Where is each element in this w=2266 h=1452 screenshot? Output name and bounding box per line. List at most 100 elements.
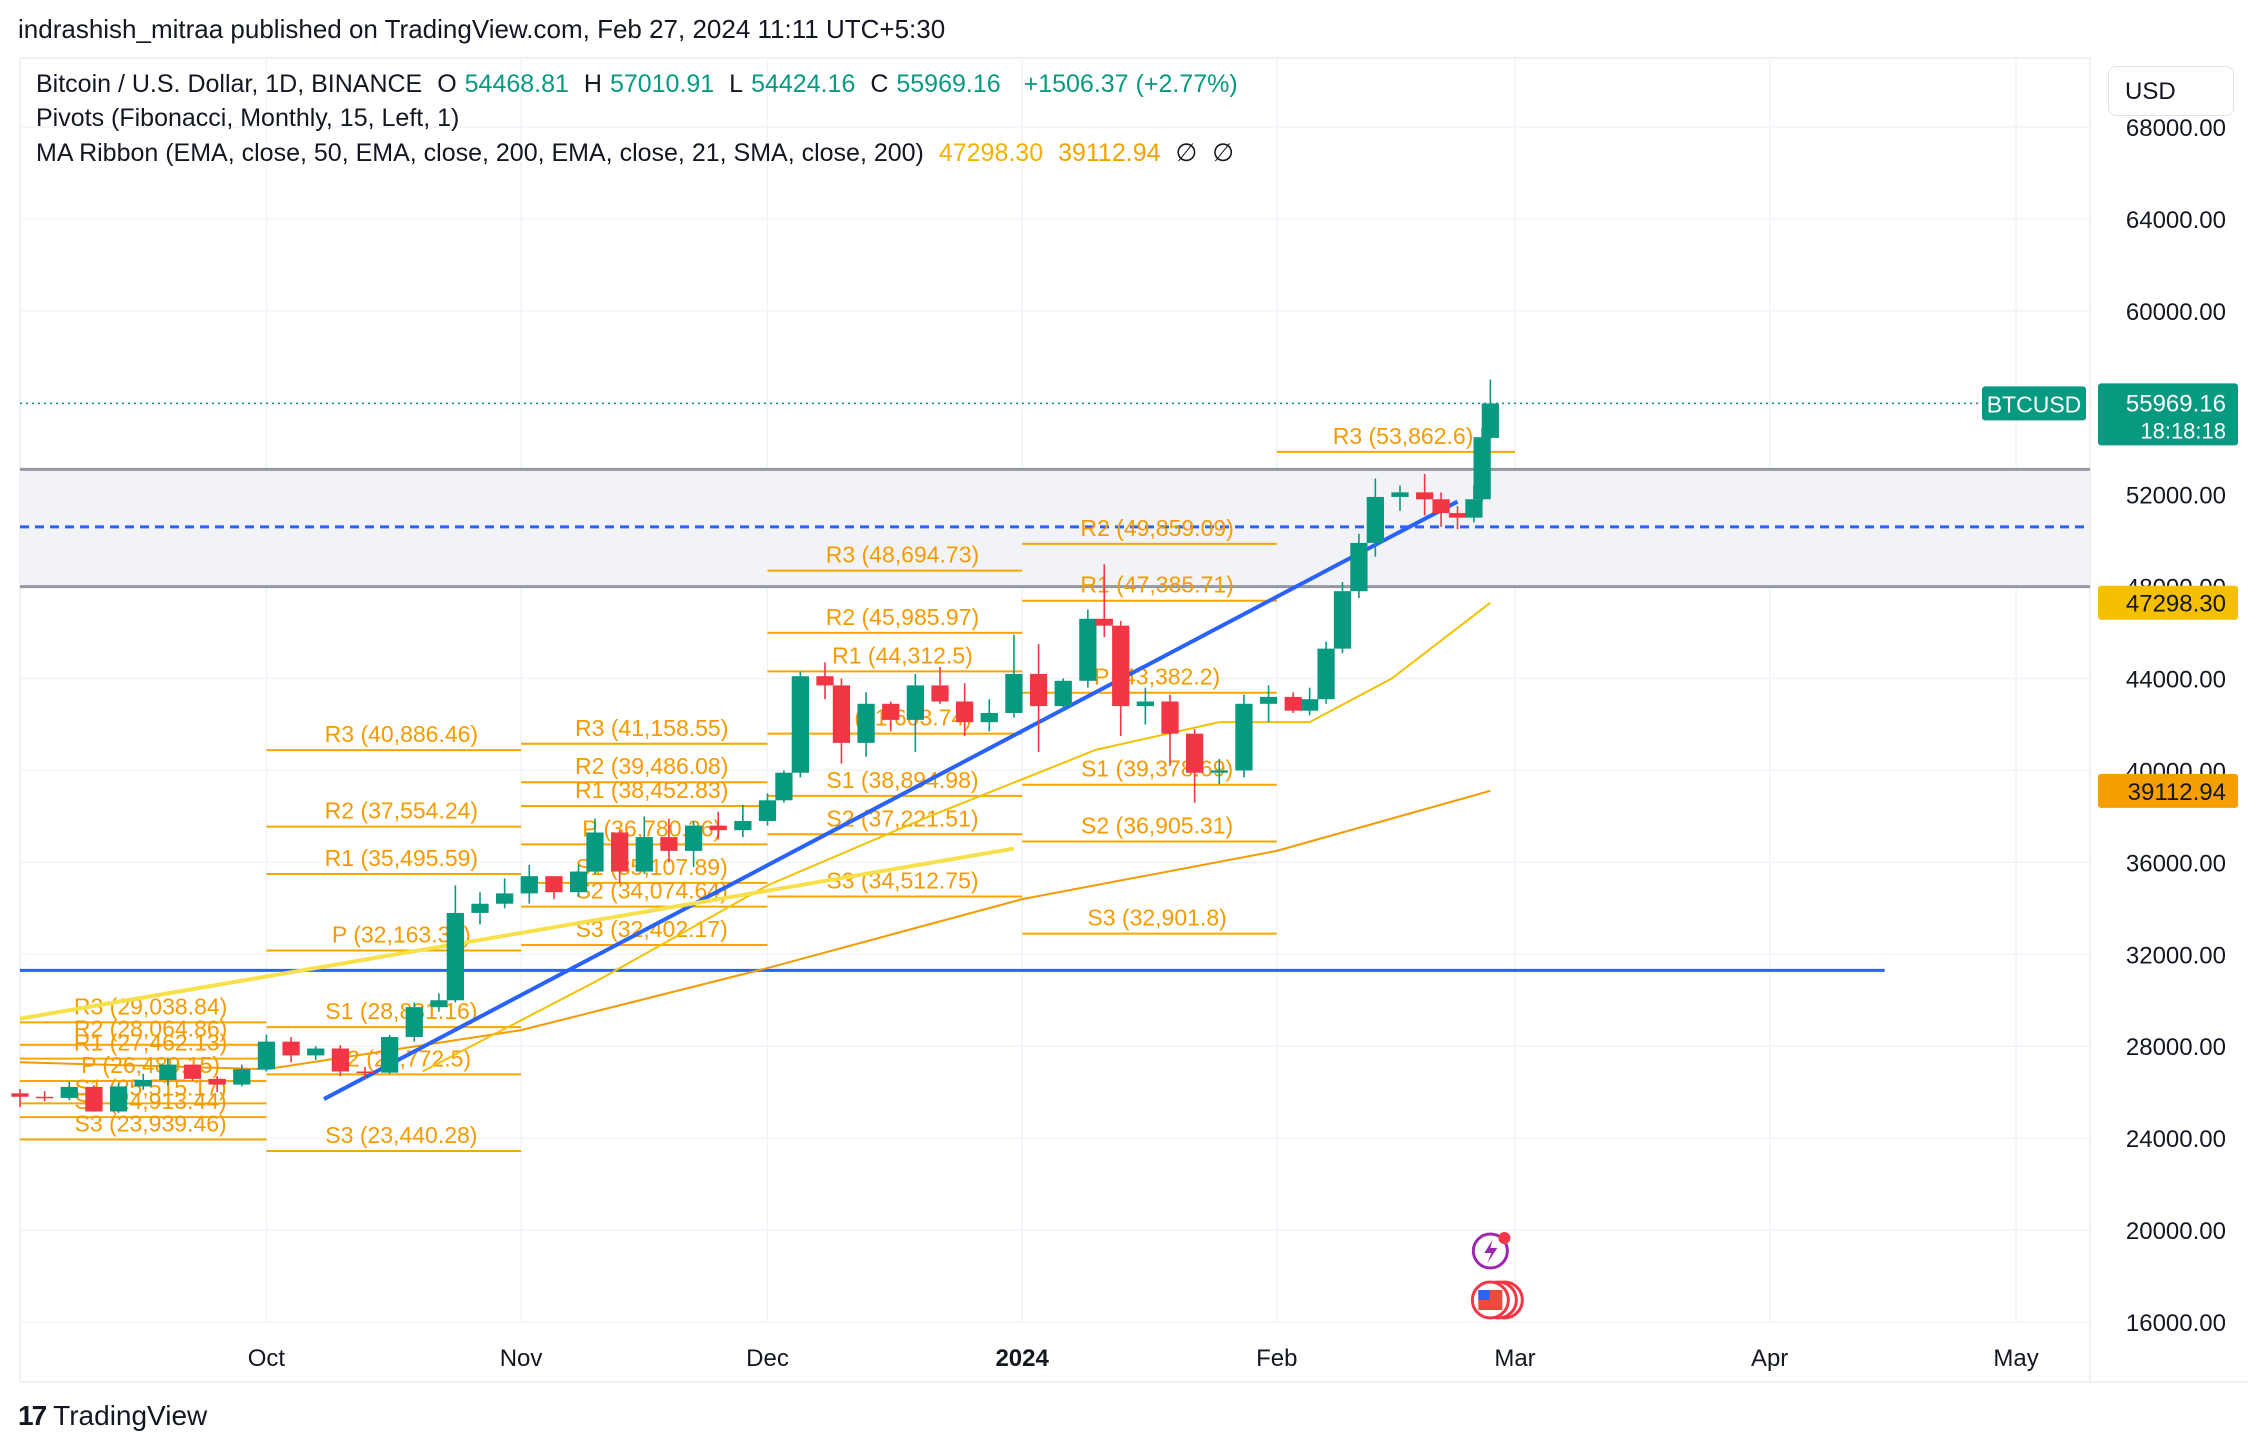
candle [1079,609,1097,688]
y-tick-label: 20000.00 [2126,1218,2226,1245]
x-tick-label: Oct [248,1345,286,1372]
legend-high: 57010.91 [609,70,715,98]
y-tick-label: 32000.00 [2126,942,2226,969]
candle [446,885,464,1003]
legend-close: 55969.16 [896,70,1001,98]
symbol-tag [1982,386,2086,421]
pivot-level-label: R2 (39,486.08) [575,753,728,779]
x-tick-label: Apr [1751,1345,1788,1372]
pivot-level-label: P (41,603.74) [833,705,972,731]
candle [832,678,851,764]
ma-badge-value: 39112.94 [2128,779,2226,806]
pivot-level-label: S1 (38,894.98) [826,767,978,793]
candle [1333,581,1352,654]
pivot-level-label: S3 (23,440.28) [325,1122,477,1148]
candle [1481,379,1499,439]
candle [1095,564,1113,638]
ma-badge [2098,585,2238,620]
candle-body [356,1071,374,1073]
candle-body [1465,499,1483,518]
candle [775,770,793,803]
candle [1005,634,1023,718]
candle-body [496,893,514,904]
pivot-level-label: R3 (48,694.73) [826,542,979,568]
candle [1301,687,1319,716]
candle-body [520,876,538,894]
candle-body [257,1041,276,1070]
candle-body [159,1064,177,1081]
candle [109,1082,128,1113]
candle-body [134,1080,152,1087]
legend-symbol[interactable]: Bitcoin / U.S. Dollar, 1D, BINANCE [36,70,423,98]
candle-body [832,685,851,743]
pivot-level-label: S1 (39,378.69) [1081,756,1233,782]
tradingview-logo[interactable]: 17 TradingView [18,1400,208,1431]
candle-body [233,1069,251,1085]
legend-pivots[interactable]: Pivots (Fibonacci, Monthly, 15, Left, 1) [36,104,460,132]
candle-body [331,1048,349,1072]
last-price-value: 55969.16 [2126,390,2226,417]
candle [1054,678,1072,711]
candle [882,701,900,732]
candle [233,1064,251,1087]
x-tick-label: May [1993,1345,2038,1372]
candle [307,1046,325,1061]
candle [60,1081,78,1101]
y-tick-label: 28000.00 [2126,1034,2226,1061]
candle [660,818,678,863]
candle-body [569,871,588,893]
legend-open: 54468.81 [464,70,569,98]
legend-ma-slow-value: 39112.94 [1058,139,1161,167]
pivot-level-label: R1 (44,312.5) [832,642,973,668]
candle-body [709,825,727,831]
candle [791,671,809,778]
pivot-level-label: R2 (37,554.24) [325,798,478,824]
candle-body [1112,625,1130,707]
candle-body [446,912,464,1001]
candle [1112,621,1130,736]
candle [1473,428,1491,502]
x-tick-label: Feb [1256,1345,1297,1372]
ma-badge [2098,773,2238,808]
candle-body [857,703,875,743]
y-tick-label: 64000.00 [2126,207,2226,234]
candle-body [208,1078,226,1085]
candle-body [1079,618,1097,681]
candle-body [956,701,974,723]
candle-body [1054,680,1072,707]
candle-body [906,685,924,720]
candle-body [1136,701,1154,707]
candle [134,1073,152,1090]
candle-body [611,832,629,872]
candle-body [1095,618,1113,626]
currency-button[interactable]: USD [2108,66,2234,116]
y-tick-label: 52000.00 [2126,483,2226,510]
legend-ma-ribbon[interactable]: MA Ribbon (EMA, close, 50, EMA, close, 2… [36,139,1234,167]
candle [36,1091,54,1102]
candle [85,1085,103,1112]
ma-badge-value: 47298.30 [2126,591,2226,618]
candle [1350,533,1368,599]
symbol-tag-label: BTCUSD [1987,391,2082,417]
trendline [322,499,1459,1101]
candle-body [1317,648,1335,700]
candle-body [36,1096,54,1099]
candle [906,673,924,753]
candle-body [1481,403,1499,438]
legend-na-2: ∅ [1212,139,1234,167]
candle [545,876,563,900]
pivot-level-label: R3 (41,158.55) [575,715,728,741]
legend-ma-fast-value: 47298.30 [938,139,1044,167]
candle [430,993,448,1012]
pivot-level-label: R1 (38,452.83) [575,777,728,803]
pivot-level-label: R1 (35,495.59) [325,845,478,871]
y-tick-label: 36000.00 [2126,850,2226,877]
candle-body [635,837,653,872]
candle-body [816,676,834,686]
candle [183,1064,202,1081]
candle [569,864,588,897]
candle [758,793,777,826]
pivot-level-label: R2 (45,985.97) [826,604,979,630]
trendline [19,846,1015,1021]
